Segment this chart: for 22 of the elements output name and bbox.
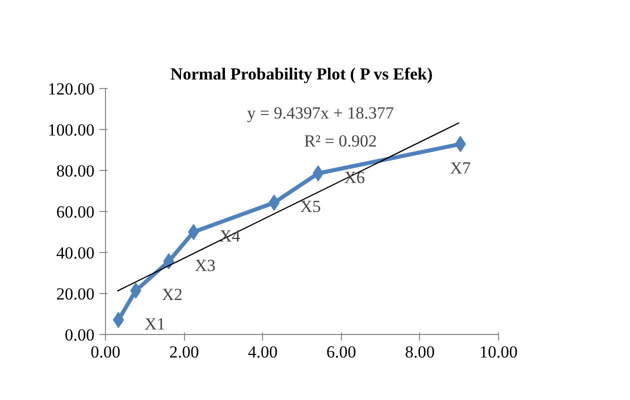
x-tick-label: 10.00: [479, 342, 518, 362]
y-tick-label: 20.00: [56, 284, 94, 304]
annotation: X5: [300, 197, 321, 216]
annotation: X2: [162, 285, 183, 304]
x-tick-label: 2.00: [169, 342, 199, 362]
chart-title: Normal Probability Plot ( P vs Efek): [170, 64, 433, 84]
x-tick-label: 4.00: [248, 342, 278, 362]
annotation: X7: [450, 158, 472, 178]
annotation: y = 9.4397x + 18.377: [247, 104, 394, 122]
y-tick-label: 60.00: [56, 202, 94, 222]
x-tick-label: 8.00: [405, 342, 435, 362]
point: [188, 224, 200, 240]
y-tick-label: 0.00: [64, 326, 94, 344]
x-tick-label: 0.00: [90, 342, 120, 362]
annotation: R² = 0.902: [304, 132, 377, 150]
annotation: X1: [144, 314, 166, 334]
y-tick-label: 80.00: [56, 162, 94, 180]
x-tick-label: 6.00: [326, 342, 356, 362]
y-tick-label: 100.00: [48, 120, 94, 140]
annotation: X3: [194, 256, 216, 275]
y-tick-label: 120.00: [48, 80, 94, 98]
y-tick-label: 40.00: [56, 244, 94, 262]
